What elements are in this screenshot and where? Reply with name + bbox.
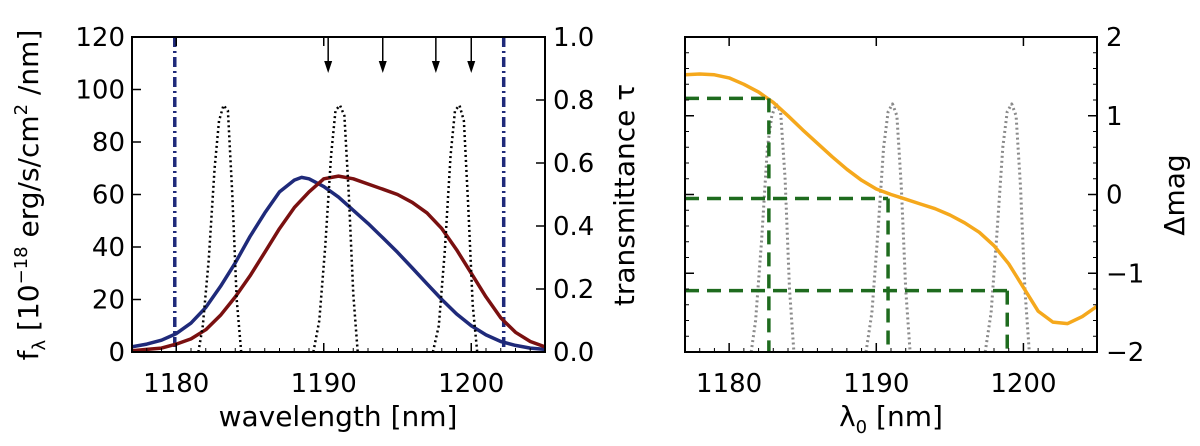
arrow-head-4	[467, 61, 476, 73]
series-filter-1-gray	[749, 102, 796, 352]
right-plot-area	[685, 72, 1097, 352]
left-ticks: 1180 1190 1200 0 20 40 60 80 100 120 0.0 0.2 0.4 0.6 0…	[75, 23, 594, 399]
right-xtick-label-1200: 1200	[990, 369, 1056, 399]
left-xtick-label-1190: 1190	[291, 369, 357, 399]
right-ytick-label-2: 0	[1106, 181, 1123, 211]
right-y-axis-label: Δmag	[1158, 154, 1191, 235]
right-x-axis-label: λ0 [nm]	[839, 400, 943, 438]
left-y2tick-label-5: 1.0	[553, 23, 594, 53]
left-y2tick-label-2: 0.4	[553, 212, 594, 242]
right-xtick-label-1190: 1190	[843, 369, 909, 399]
arrow-head-3	[431, 61, 440, 73]
left-x-axis-label: wavelength [nm]	[219, 400, 458, 433]
left-ytick-label-100: 100	[75, 76, 125, 106]
series-spectrum-red	[132, 174, 545, 352]
right-xtick-label-1180: 1180	[696, 369, 762, 399]
series-filter-3-gray	[983, 102, 1031, 352]
left-y-axis-label: fλ [10−18 erg/s/cm2 /nm]	[11, 30, 50, 361]
left-ytick-label-20: 20	[92, 286, 125, 316]
left-xtick-label-1180: 1180	[143, 369, 209, 399]
left-y2-axis-label: transmittance τ	[608, 84, 641, 306]
arrow-head-2	[378, 61, 387, 73]
left-arrow-markers	[324, 37, 476, 73]
left-ytick-label-120: 120	[75, 23, 125, 53]
right-ytick-label-3: 1	[1106, 102, 1123, 132]
left-y2tick-label-0: 0.0	[553, 338, 594, 368]
left-plot-area	[132, 37, 545, 352]
right-panel: 1180 1190 1200 −2 −1 0 1 2 λ0 [nm] Δmag	[684, 23, 1191, 438]
left-ytick-label-40: 40	[92, 233, 125, 263]
series-filter-2-gray	[864, 102, 912, 352]
right-ytick-label-4: 2	[1106, 23, 1123, 53]
series-spectrum-blue	[132, 175, 545, 352]
left-ytick-label-80: 80	[92, 128, 125, 158]
right-ytick-label-0: −2	[1106, 338, 1144, 368]
right-ytick-label-1: −1	[1106, 259, 1144, 289]
series-filter-1	[197, 104, 243, 352]
left-panel: 1180 1190 1200 0 20 40 60 80 100 120 0.0 0.2 0.4 0.6 0…	[11, 23, 641, 433]
left-ytick-label-60: 60	[92, 181, 125, 211]
series-delta-mag-curve	[685, 72, 1097, 326]
left-xtick-label-1200: 1200	[438, 369, 504, 399]
left-y2tick-label-3: 0.6	[553, 149, 594, 179]
left-y2tick-label-1: 0.2	[553, 275, 594, 305]
arrow-head-1	[324, 61, 333, 73]
left-y2tick-label-4: 0.8	[553, 86, 594, 116]
series-filter-3	[431, 104, 479, 352]
right-ticks: 1180 1190 1200 −2 −1 0 1 2	[685, 23, 1144, 399]
series-filter-2	[312, 104, 359, 352]
left-ytick-label-0: 0	[108, 338, 125, 368]
left-axes-frame	[131, 36, 546, 353]
